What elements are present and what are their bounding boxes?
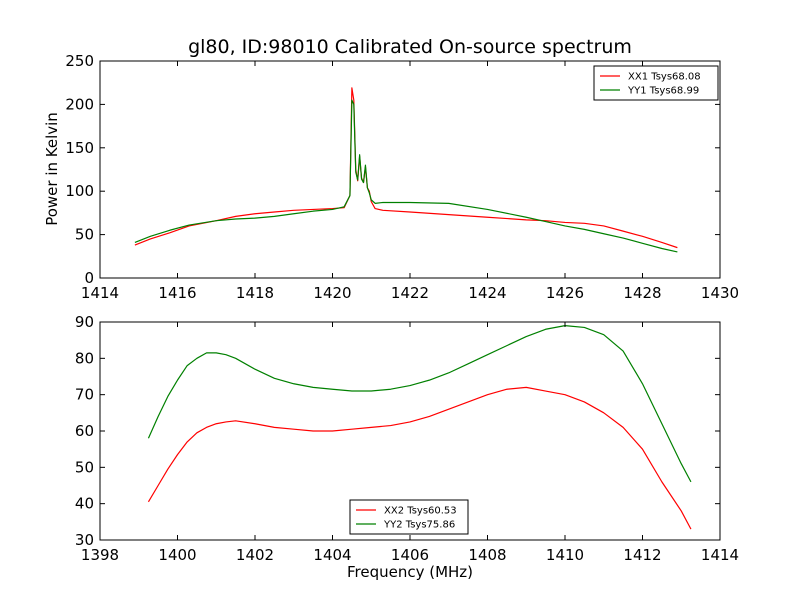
bottom-x-tick-label: 1402 xyxy=(236,546,274,564)
bottom-x-tick-label: 1400 xyxy=(158,546,196,564)
top-x-tick-label: 1420 xyxy=(313,284,351,302)
top-legend: XX1 Tsys68.08 YY1 Tsys68.99 xyxy=(593,65,719,101)
top-x-tick-label: 1424 xyxy=(468,284,506,302)
bottom-y-tick-label: 50 xyxy=(75,458,94,476)
top-y-tick-label: 0 xyxy=(84,269,94,287)
bottom-legend: XX2 Tsys60.53 YY2 Tsys75.86 xyxy=(349,499,469,535)
bottom-x-tick-label: 1406 xyxy=(391,546,429,564)
bottom-x-tick-label: 1412 xyxy=(623,546,661,564)
top-series-2-line xyxy=(134,99,678,253)
chart-title: gl80, ID:98010 Calibrated On-source spec… xyxy=(188,36,632,58)
bottom-x-tick-label: 1404 xyxy=(313,546,351,564)
bottom-legend-label-2: YY2 Tsys75.86 xyxy=(383,520,455,531)
bottom-legend-box xyxy=(349,499,469,535)
bottom-y-tick-label: 30 xyxy=(75,531,94,549)
top-y-tick-label: 50 xyxy=(75,226,94,244)
bottom-x-tick-label: 1414 xyxy=(701,546,739,564)
bottom-y-tick-label: 60 xyxy=(75,422,94,440)
bottom-x-tick-label: 1408 xyxy=(468,546,506,564)
bottom-y-tick-label: 80 xyxy=(75,349,94,367)
bottom-panel: 1398 1400 1402 1404 1406 1408 1410 1412 1414 30 40… xyxy=(75,313,739,564)
top-x-tick-label: 1430 xyxy=(701,284,739,302)
top-x-tick-label: 1418 xyxy=(236,284,274,302)
bottom-y-tick-label: 70 xyxy=(75,386,94,404)
bottom-series-2-line xyxy=(147,325,692,483)
top-y-axis-label: Power in Kelvin xyxy=(43,112,61,226)
bottom-x-tick-label: 1410 xyxy=(546,546,584,564)
top-panel: 1414 1416 1418 1420 1422 1424 1426 1428 1430 0 50 1… xyxy=(65,52,739,302)
top-x-tick-label: 1428 xyxy=(623,284,661,302)
bottom-y-tick-label: 40 xyxy=(75,495,94,513)
top-y-tick-label: 200 xyxy=(65,95,94,113)
x-axis-label: Frequency (MHz) xyxy=(347,563,473,581)
top-y-tick-label: 100 xyxy=(65,182,94,200)
bottom-y-tick-label: 90 xyxy=(75,313,94,331)
top-legend-box xyxy=(593,65,719,101)
top-legend-label-2: YY1 Tsys68.99 xyxy=(627,86,699,97)
top-legend-label-1: XX1 Tsys68.08 xyxy=(628,72,701,83)
bottom-legend-label-1: XX2 Tsys60.53 xyxy=(384,506,457,517)
top-y-tick-label: 150 xyxy=(65,139,94,157)
bottom-x-tick-label: 1398 xyxy=(81,546,119,564)
top-x-tick-label: 1414 xyxy=(81,284,119,302)
top-x-tick-label: 1426 xyxy=(546,284,584,302)
bottom-series-1-line xyxy=(147,386,692,530)
top-x-tick-label: 1416 xyxy=(158,284,196,302)
top-x-tick-label: 1422 xyxy=(391,284,429,302)
top-y-tick-label: 250 xyxy=(65,52,94,70)
